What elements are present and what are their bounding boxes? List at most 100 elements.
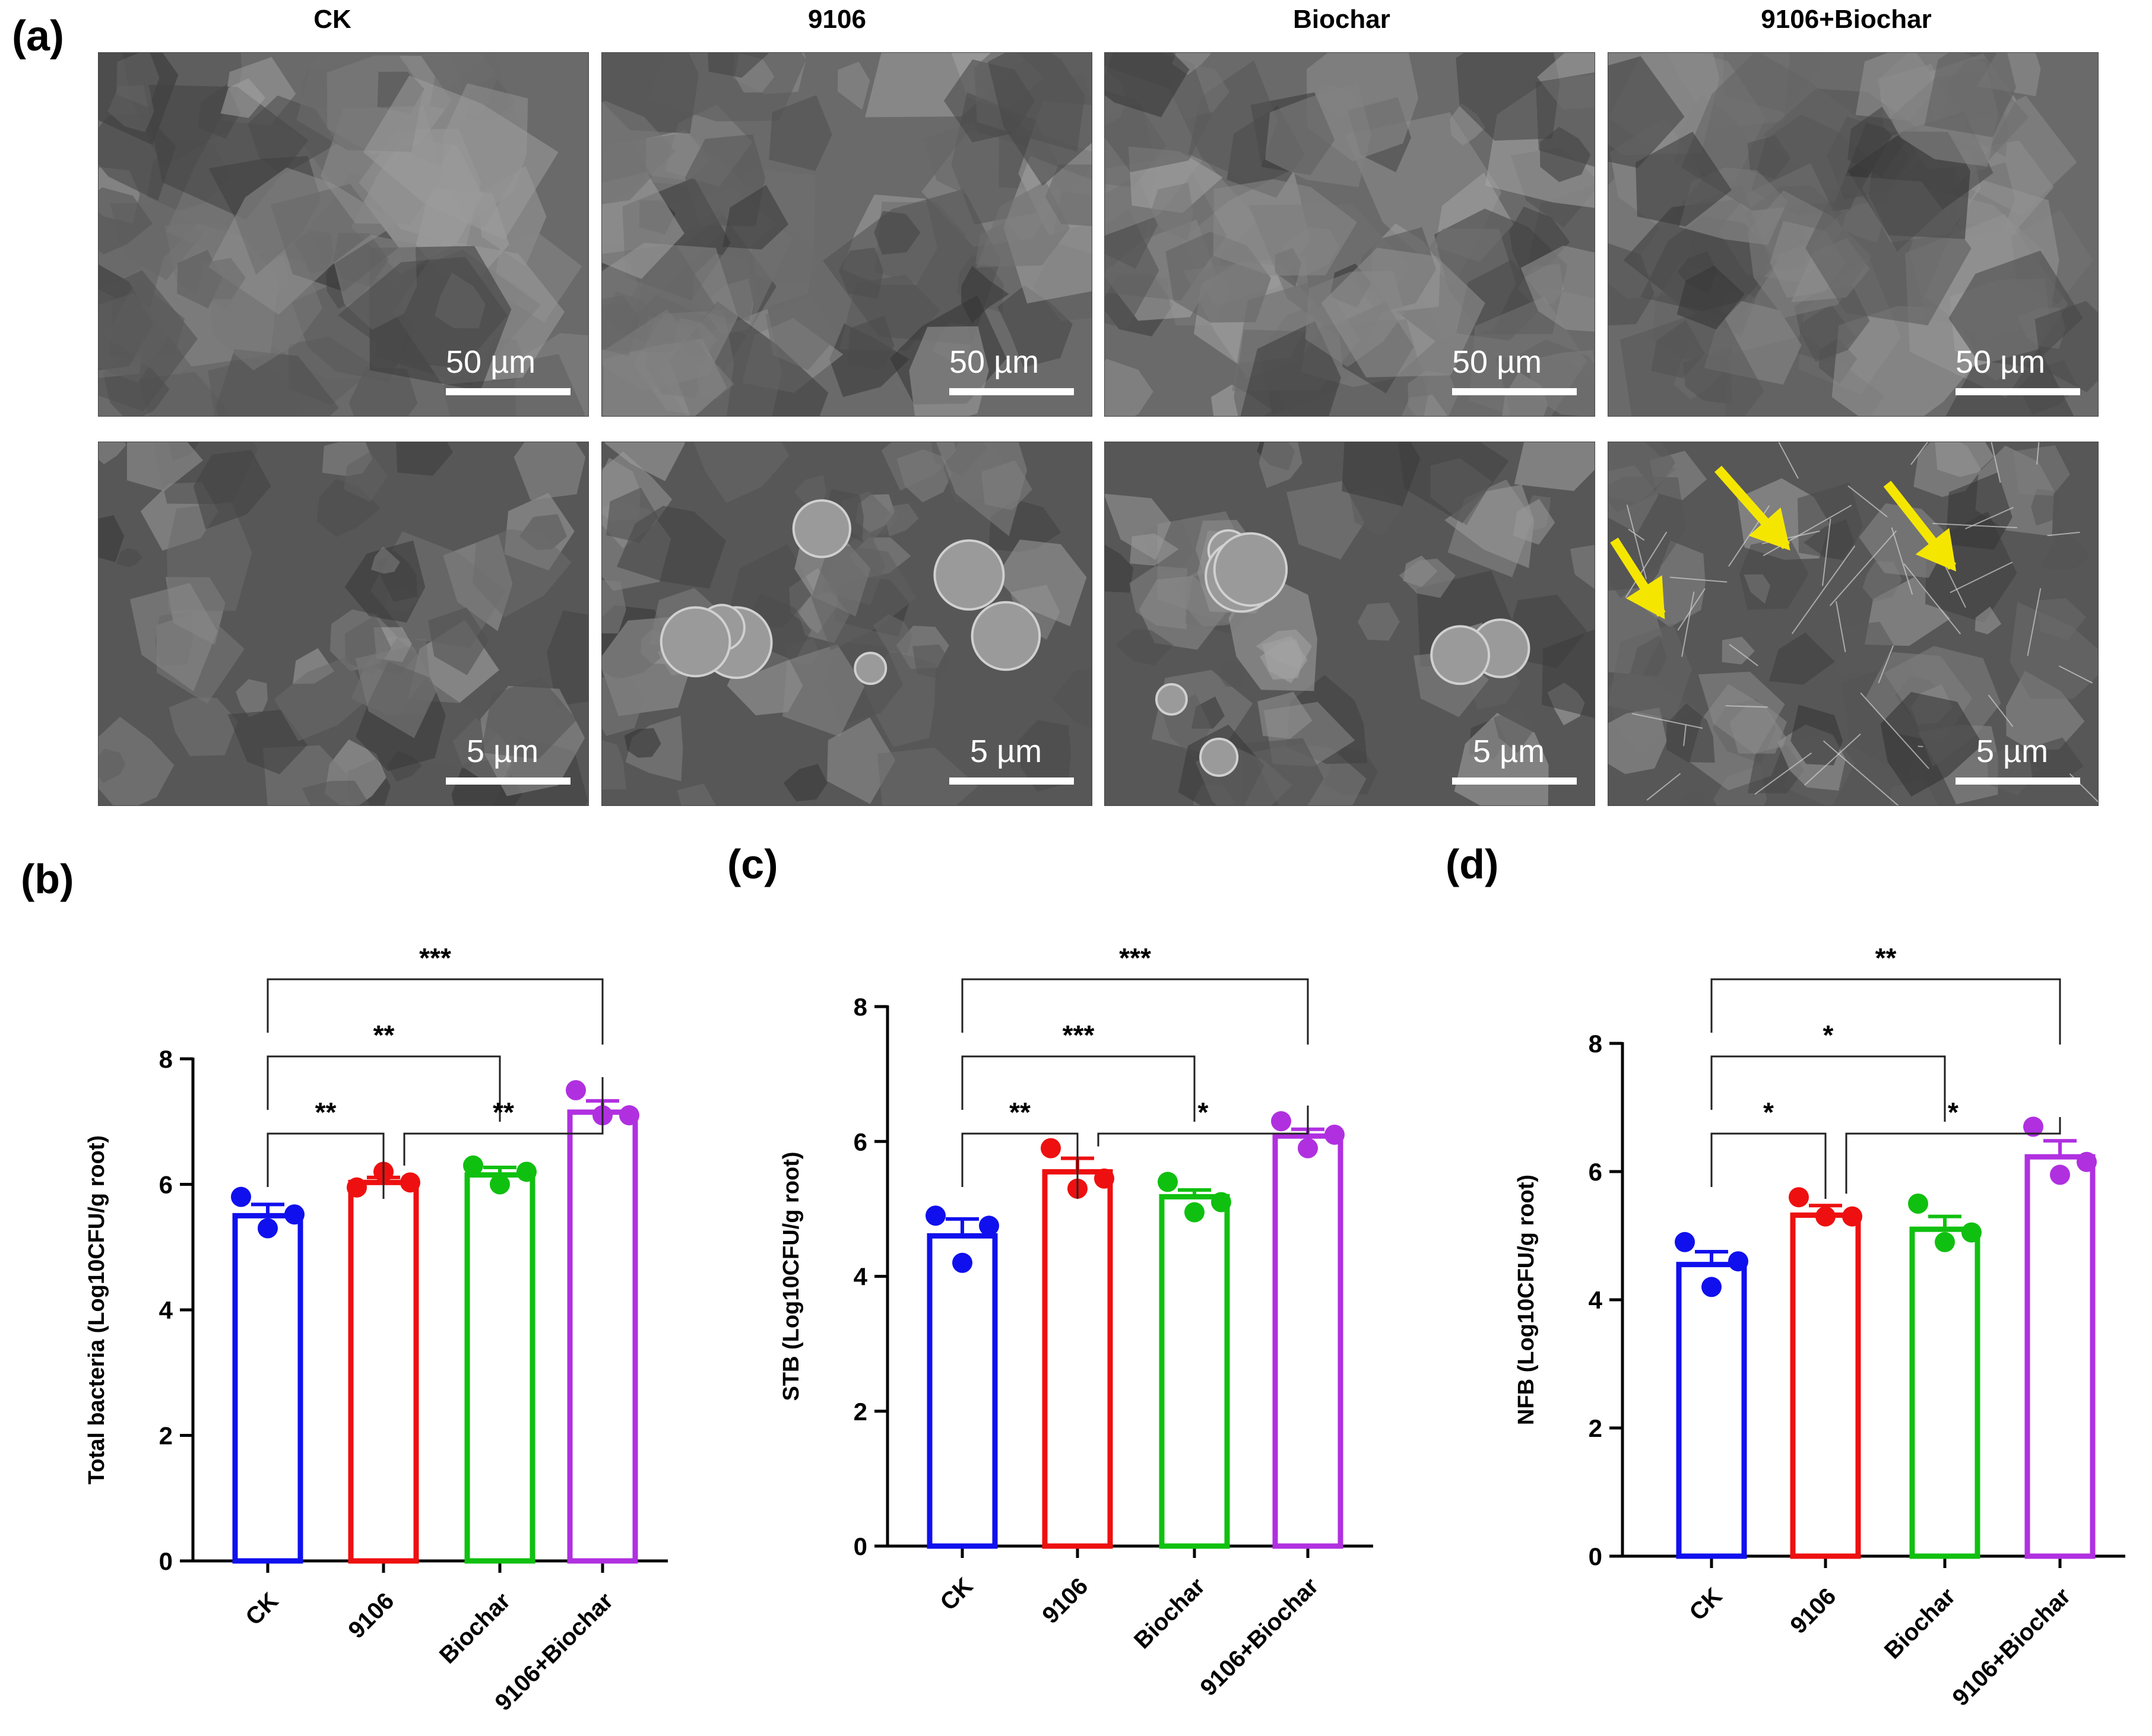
scale-bar-label: 5 µm [1473, 734, 1545, 769]
scale-bar-label: 50 µm [446, 344, 536, 380]
scale-bar-label: 5 µm [970, 734, 1042, 769]
data-point [619, 1105, 639, 1126]
significance-label: ** [1875, 942, 1897, 973]
y-tick-label: 8 [854, 993, 867, 1021]
y-tick-label: 6 [1589, 1158, 1602, 1186]
bar [232, 1213, 303, 1564]
significance-bracket [1845, 1117, 2061, 1194]
significance-bracket [961, 1132, 1079, 1199]
x-tick-label: CK [240, 1588, 283, 1630]
data-point [1271, 1111, 1291, 1132]
x-tick-label: 9106 [1037, 1573, 1093, 1629]
data-point [463, 1155, 483, 1176]
significance-label: ** [315, 1097, 337, 1128]
significance-label: ** [1009, 1097, 1031, 1128]
y-tick-label: 8 [159, 1045, 173, 1073]
data-point [952, 1252, 972, 1273]
bar [1909, 1226, 1980, 1559]
significance-label: * [1763, 1097, 1774, 1128]
scale-bar [949, 777, 1074, 785]
y-tick-label: 4 [159, 1296, 173, 1324]
bar [348, 1179, 419, 1564]
column-header-biochar: Biochar [1293, 5, 1390, 34]
data-point [258, 1218, 278, 1239]
bar [1676, 1262, 1747, 1559]
data-point [1298, 1138, 1318, 1159]
scale-bar [1956, 777, 2080, 785]
data-point [1324, 1124, 1345, 1145]
chart-nfb: (d) 0 2 4 6 8 NFB (Log10CFU/g root) CK 9106 Bioch… [1446, 841, 2125, 1711]
y-tick-label: 0 [159, 1547, 173, 1575]
y-tick-label: 6 [854, 1128, 867, 1156]
significance-bracket [403, 1077, 604, 1166]
data-point [2023, 1116, 2043, 1137]
x-tick-label: CK [1684, 1583, 1727, 1626]
data-point [284, 1204, 305, 1225]
yellow-arrowhead-icon [1748, 507, 1790, 551]
significance-label: *** [1063, 1020, 1095, 1051]
chart-total-bacteria: (b) 0 2 4 6 8 Total bacteria (Log10CFU/g root)… [21, 856, 668, 1716]
data-point [1184, 1202, 1205, 1223]
scale-bar-label: 50 µm [1956, 344, 2046, 380]
panel-a-letter: (a) [12, 12, 64, 60]
data-point [2077, 1151, 2097, 1172]
data-point [2050, 1164, 2070, 1185]
significance-bracket [961, 1055, 1196, 1122]
data-point [1908, 1194, 1928, 1214]
data-point [1961, 1222, 1982, 1243]
scale-bar-label: 50 µm [1452, 344, 1542, 380]
y-tick-label: 2 [1589, 1414, 1602, 1442]
x-tick-label: Biochar [435, 1588, 515, 1668]
data-point [1041, 1138, 1061, 1159]
data-point [1675, 1232, 1695, 1252]
x-tick-label: 9106 [1785, 1583, 1841, 1639]
scale-bar-label: 5 µm [467, 734, 539, 769]
data-point [1728, 1251, 1748, 1272]
x-tick-label: Biochar [1129, 1573, 1210, 1654]
sem-image-biochar-low-mag: 50 µm [1104, 52, 1595, 417]
panel-letter: (b) [21, 856, 74, 902]
sem-image-9106-low-mag: 50 µm [601, 52, 1092, 417]
y-axis-label: Total bacteria (Log10CFU/g root) [84, 1135, 109, 1484]
bar [1159, 1194, 1230, 1549]
data-point [1211, 1192, 1231, 1213]
significance-label: * [1948, 1097, 1958, 1128]
data-point [1842, 1206, 1862, 1227]
bar [2024, 1154, 2096, 1559]
significance-bracket [1710, 1055, 1946, 1122]
scale-bar [446, 777, 571, 785]
significance-label: * [1198, 1097, 1209, 1128]
data-point [926, 1205, 946, 1226]
data-point [516, 1161, 537, 1182]
sem-image-ck-high-mag: 5 µm [98, 442, 589, 806]
significance-bracket [267, 1132, 385, 1199]
y-tick-label: 8 [1589, 1030, 1602, 1058]
significance-label: *** [1119, 942, 1151, 973]
data-point [347, 1177, 367, 1198]
bar [1042, 1169, 1113, 1549]
column-header-9106: 9106 [808, 5, 866, 34]
yellow-arrowhead-icon [1626, 575, 1665, 620]
chart-stb: (c) 0 2 4 6 8 STB (Log10CFU/g root) CK 9106 Bioch… [727, 841, 1373, 1701]
scale-bar [1956, 388, 2080, 395]
scale-bar [1452, 388, 1577, 395]
significance-label: * [1823, 1020, 1834, 1051]
sem-image-biochar-high-mag: 5 µm [1104, 442, 1595, 806]
bar [464, 1172, 535, 1564]
significance-label: ** [493, 1097, 514, 1128]
bar [1790, 1212, 1861, 1559]
scale-bar [446, 388, 571, 395]
bar [567, 1109, 638, 1564]
significance-bracket [1097, 1105, 1309, 1147]
data-point [1815, 1206, 1836, 1227]
sem-image-9106-biochar-low-mag: 50 µm [1608, 52, 2099, 417]
significance-label: ** [373, 1020, 395, 1051]
y-tick-label: 0 [1589, 1543, 1602, 1570]
data-point [1935, 1232, 1955, 1252]
data-point [979, 1215, 999, 1236]
data-point [1701, 1277, 1722, 1297]
bar [1272, 1133, 1343, 1549]
panel-letter: (c) [727, 841, 778, 887]
scale-bar-label: 5 µm [1976, 734, 2049, 769]
panel-letter: (d) [1446, 841, 1498, 887]
